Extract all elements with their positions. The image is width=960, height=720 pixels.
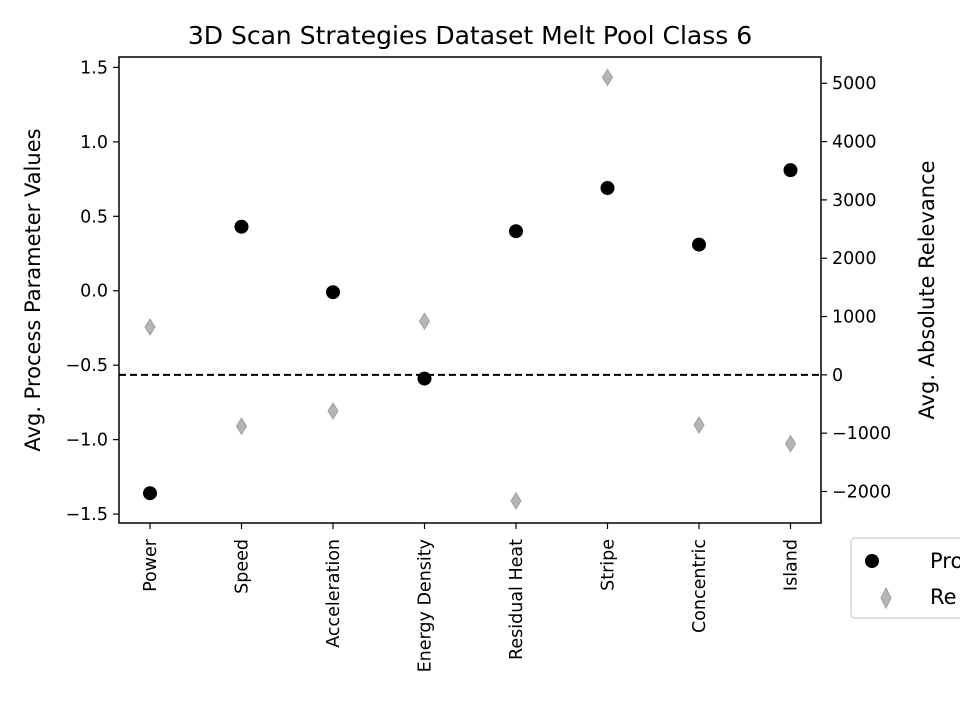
left-tick-label: −1.0 [66, 431, 109, 451]
legend-marker-diamond [880, 586, 892, 610]
x-tick-label: Island [782, 539, 802, 591]
left-tick-label: 0.5 [80, 207, 108, 227]
right-axis-label: Avg. Absolute Relevance [915, 160, 939, 419]
right-tick-label: 3000 [832, 191, 877, 211]
left-tick-label: −0.5 [66, 356, 109, 376]
point-left-4 [509, 224, 523, 239]
left-axis-label: Avg. Process Parameter Values [21, 128, 45, 451]
point-left-0 [143, 486, 157, 501]
point-left-7 [783, 163, 798, 178]
x-tick-label: Concentric [690, 539, 710, 633]
point-right-5 [601, 68, 614, 87]
axes-frame [118, 56, 822, 524]
left-tick-label: 0.0 [80, 282, 108, 302]
point-left-3 [417, 371, 432, 386]
right-tick-label: 1000 [832, 308, 877, 328]
point-right-4 [510, 491, 522, 510]
left-tick-label: 1.0 [80, 133, 108, 153]
plot-area [119, 68, 821, 510]
right-tick-label: 4000 [832, 133, 877, 153]
point-left-2 [326, 285, 340, 300]
point-right-0 [144, 318, 156, 336]
legend-marker-circle [865, 554, 879, 568]
left-tick-label: 1.5 [80, 58, 108, 78]
left-tick-label: −1.5 [66, 505, 109, 525]
x-tick-label: Power [141, 538, 161, 592]
legend-label-0: Pro [930, 549, 960, 573]
right-tick-label: 0 [832, 366, 843, 386]
x-tick-label: Stripe [599, 539, 619, 591]
legend-label-1: Re [930, 585, 957, 609]
x-tick-label: Residual Heat [507, 539, 527, 660]
right-tick-label: 2000 [832, 249, 877, 269]
point-right-1 [235, 417, 248, 436]
x-tick-label: Speed [233, 539, 253, 594]
legend: Pro Re [850, 537, 960, 619]
right-tick-label: −1000 [832, 424, 891, 444]
left-axis: −1.5 −1.0 −0.5 0.0 0.5 1.0 1.5 [66, 58, 119, 525]
right-axis: −2000 −1000 0 1000 2000 3000 4000 5000 [821, 74, 891, 503]
point-right-7 [784, 434, 797, 453]
point-left-5 [600, 181, 615, 196]
right-tick-label: −2000 [832, 483, 891, 503]
x-tick-label: Energy Density [416, 539, 436, 672]
right-tick-label: 5000 [832, 74, 877, 94]
point-right-6 [693, 416, 705, 434]
point-left-1 [234, 219, 249, 234]
point-right-3 [418, 312, 431, 331]
x-tick-label: Acceleration [324, 539, 344, 648]
point-right-2 [327, 402, 339, 420]
x-axis: Power Speed Acceleration Energy Density Resi… [141, 523, 802, 672]
chart-title: 3D Scan Strategies Dataset Melt Pool Cla… [188, 21, 752, 50]
point-left-6 [692, 237, 706, 252]
